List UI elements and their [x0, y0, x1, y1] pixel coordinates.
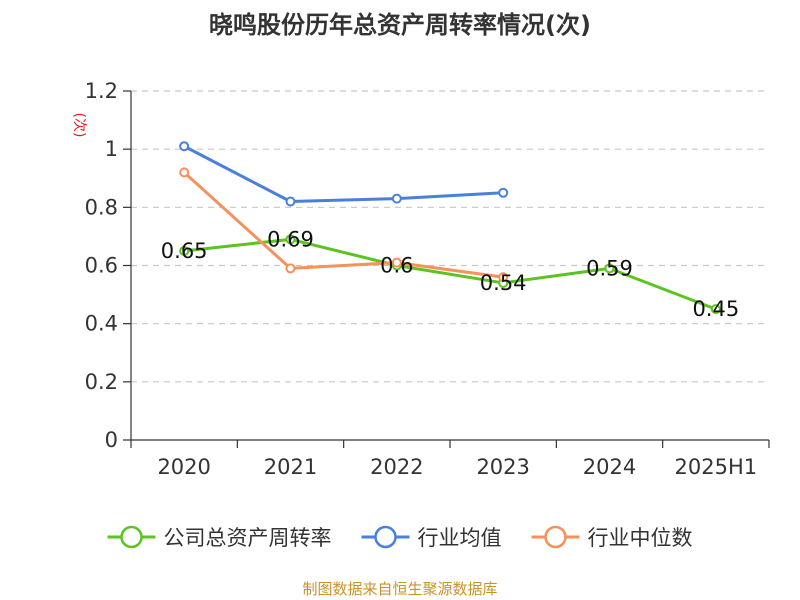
data-label: 0.6 — [380, 254, 413, 278]
data-point — [710, 304, 721, 315]
y-tick-label: 0.4 — [85, 312, 118, 336]
x-tick-label: 2025H1 — [675, 455, 758, 479]
y-tick-label: 0.8 — [85, 195, 118, 219]
data-point — [391, 193, 402, 204]
y-tick-label: 1 — [105, 137, 118, 161]
data-label: 0.65 — [161, 239, 208, 263]
series-line-0 — [184, 237, 717, 311]
legend-swatch-marker — [374, 525, 397, 549]
legend-label: 行业均值 — [418, 526, 502, 550]
data-point — [498, 187, 509, 198]
data-point — [285, 196, 296, 207]
gridlines — [131, 90, 769, 383]
chart-title: 晓鸣股份历年总资产周转率情况(次) — [209, 11, 591, 39]
series-line-1 — [183, 144, 504, 204]
axes: 0 0.2 0.4 0.6 0.8 1 1.2 2020 2021 2022 2023 2024 202… — [85, 79, 770, 479]
x-tick-label: 2024 — [583, 455, 636, 479]
data-label: 0.69 — [267, 227, 314, 251]
data-labels: 0.65 0.69 0.6 0.54 0.59 0.45 — [161, 227, 739, 321]
legend: 公司总资产周转率 行业均值 行业中位数 — [107, 525, 693, 550]
y-tick-label: 0.2 — [85, 370, 118, 394]
legend-swatch-marker — [544, 525, 567, 549]
legend-swatch-marker — [120, 525, 143, 549]
data-point — [179, 245, 190, 256]
data-point — [285, 263, 296, 274]
data-label: 0.59 — [586, 256, 633, 280]
data-label: 0.54 — [480, 271, 527, 295]
data-point — [179, 141, 190, 152]
data-label: 0.45 — [692, 297, 739, 321]
y-tick-label: 0 — [105, 428, 118, 452]
x-tick-label: 2021 — [264, 455, 317, 479]
series-group — [179, 141, 721, 315]
legend-label: 公司总资产周转率 — [164, 526, 332, 550]
y-tick-label: 1.2 — [85, 79, 118, 103]
data-point — [604, 263, 615, 274]
x-tick-label: 2022 — [370, 455, 423, 479]
x-tick-label: 2023 — [476, 455, 529, 479]
source-note: 制图数据来自恒生聚源数据库 — [302, 580, 497, 598]
legend-label: 行业中位数 — [588, 526, 693, 550]
data-point — [285, 234, 296, 245]
data-point — [498, 272, 509, 283]
y-tick-label: 0.6 — [85, 254, 118, 278]
data-point — [179, 167, 190, 178]
y-axis-unit-label: (次) — [71, 113, 87, 138]
series-line-2 — [183, 171, 504, 279]
x-tick-label: 2020 — [157, 455, 210, 479]
data-point — [391, 257, 402, 268]
